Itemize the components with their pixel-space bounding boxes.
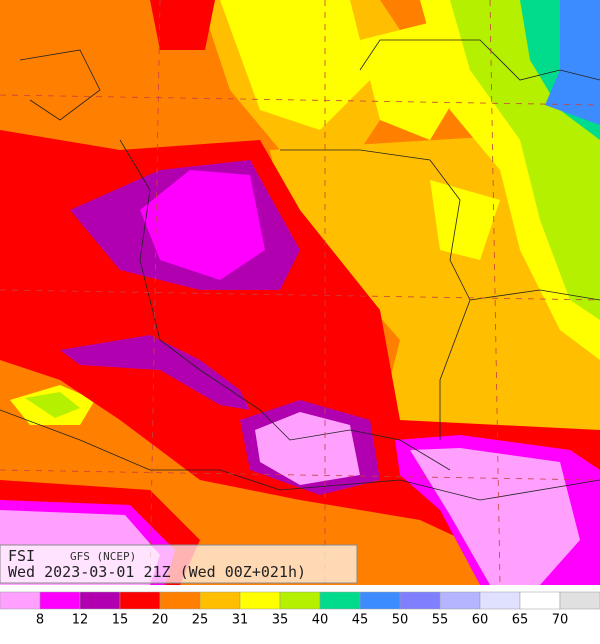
valid-time: Wed 2023-03-01 21Z (Wed 00Z+021h) xyxy=(8,563,306,581)
colorbar-swatch xyxy=(319,591,361,610)
model-name: GFS (NCEP) xyxy=(70,550,136,563)
colorbar-label: 31 xyxy=(232,613,249,628)
colorbar-swatch xyxy=(559,591,600,610)
colorbar-swatch xyxy=(119,591,161,610)
colorbar-swatch xyxy=(159,591,201,610)
colorbar-label: 8 xyxy=(36,613,44,628)
colorbar-swatch xyxy=(359,591,401,610)
colorbar-label: 35 xyxy=(272,613,289,628)
colorbar-swatch xyxy=(39,591,81,610)
colorbar-label: 12 xyxy=(72,613,89,628)
field-region xyxy=(220,0,370,130)
field-region xyxy=(150,0,215,50)
colorbar-swatch xyxy=(239,591,281,610)
colorbar-label: 60 xyxy=(472,613,489,628)
field-region xyxy=(545,0,600,125)
colorbar-label: 20 xyxy=(152,613,169,628)
caption-box xyxy=(0,544,358,584)
colorbar-swatch xyxy=(0,591,41,610)
colorbar-swatch xyxy=(79,591,121,610)
borders xyxy=(0,39,600,501)
colorbar-swatch xyxy=(479,591,521,610)
colorbar-swatch xyxy=(399,591,441,610)
field-region xyxy=(25,392,80,418)
field-region xyxy=(140,170,265,280)
colorbar-label: 45 xyxy=(352,613,369,628)
colorbar-label: 55 xyxy=(432,613,449,628)
field-name: FSI xyxy=(8,547,35,565)
colorbar-label: 70 xyxy=(552,613,569,628)
colorbar-label: 15 xyxy=(112,613,129,628)
colorbar-label: 25 xyxy=(192,613,209,628)
field-region xyxy=(410,448,580,585)
colorbar-swatch xyxy=(279,591,321,610)
colorbar-label: 40 xyxy=(312,613,329,628)
colorbar-label: 50 xyxy=(392,613,409,628)
field-region xyxy=(60,335,250,410)
colorbar-label: 65 xyxy=(512,613,529,628)
colorbar-swatch xyxy=(519,591,561,610)
colorbar: 8 12 15 20 25 31 35 40 45 50 55 60 65 70 xyxy=(0,591,600,628)
field-region xyxy=(255,412,360,485)
map xyxy=(0,0,600,586)
colorbar-swatch xyxy=(439,591,481,610)
field-region xyxy=(430,180,500,260)
colorbar-swatch xyxy=(199,591,241,610)
graticule xyxy=(0,0,600,586)
